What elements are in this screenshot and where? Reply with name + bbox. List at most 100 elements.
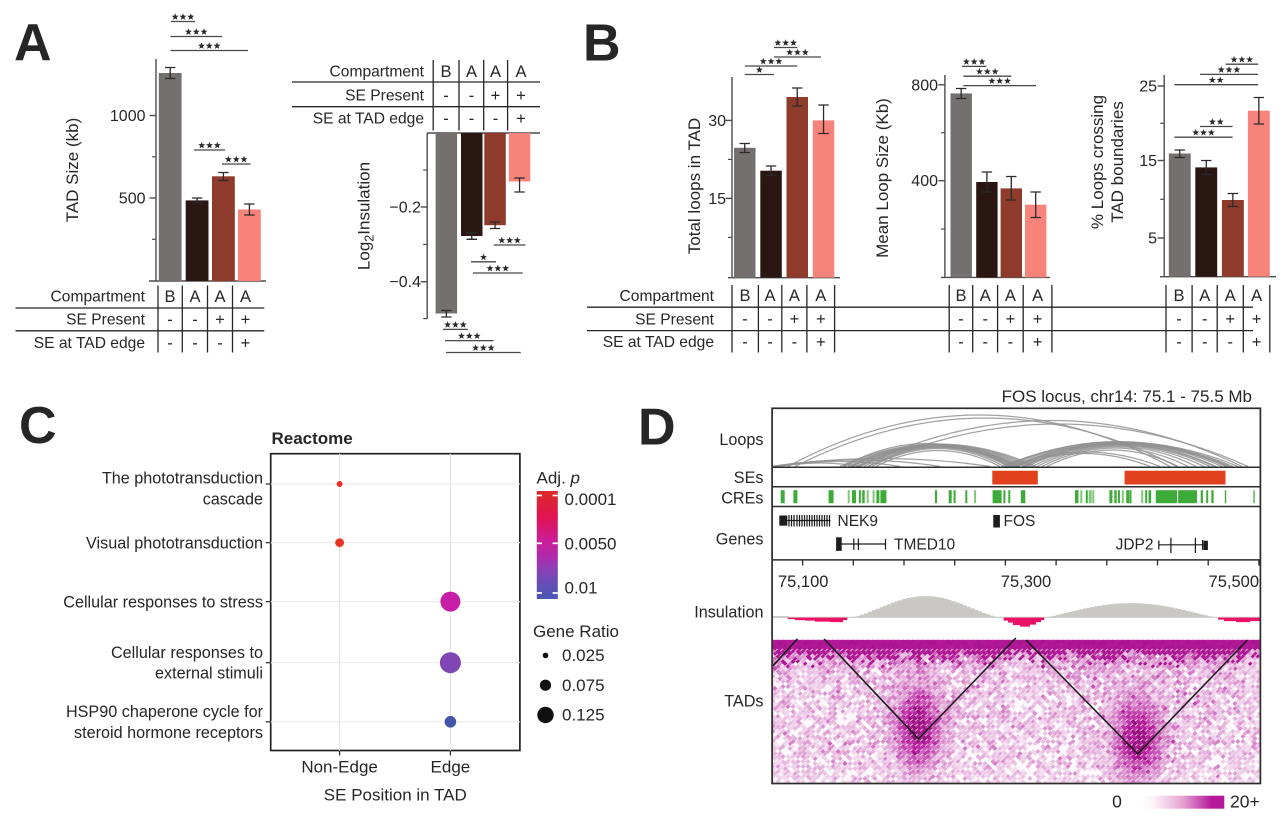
svg-text:0: 0 bbox=[1112, 792, 1122, 812]
svg-text:A: A bbox=[466, 63, 477, 81]
svg-text:-: - bbox=[469, 110, 475, 128]
svg-text:Edge: Edge bbox=[431, 758, 471, 777]
svg-text:+: + bbox=[790, 311, 800, 329]
svg-text:Compartment: Compartment bbox=[330, 64, 425, 81]
svg-text:+: + bbox=[816, 311, 826, 329]
svg-text:-: - bbox=[767, 333, 773, 351]
svg-text:20+: 20+ bbox=[1230, 792, 1260, 812]
svg-text:A: A bbox=[490, 63, 501, 81]
svg-text:75,500: 75,500 bbox=[1209, 573, 1259, 591]
svg-text:−0.4: −0.4 bbox=[389, 274, 421, 291]
svg-text:0.025: 0.025 bbox=[562, 646, 605, 665]
svg-text:0.0050: 0.0050 bbox=[565, 534, 617, 553]
svg-text:SE Position in TAD: SE Position in TAD bbox=[324, 786, 467, 805]
svg-text:400: 400 bbox=[911, 173, 938, 190]
svg-text:A: A bbox=[1005, 287, 1016, 305]
svg-text:JDP2: JDP2 bbox=[1116, 537, 1154, 554]
svg-text:A: A bbox=[1225, 287, 1236, 305]
svg-text:Compartment: Compartment bbox=[51, 289, 146, 306]
svg-text:HSP90 chaperone cycle for: HSP90 chaperone cycle for bbox=[66, 703, 264, 721]
svg-text:-: - bbox=[443, 110, 449, 128]
svg-text:A: A bbox=[789, 287, 800, 305]
svg-text:-: - bbox=[982, 311, 988, 329]
svg-text:NEK9: NEK9 bbox=[838, 513, 879, 530]
svg-text:B: B bbox=[440, 63, 451, 81]
svg-text:Log2Insulation: Log2Insulation bbox=[355, 162, 377, 270]
svg-text:SE Present: SE Present bbox=[345, 88, 425, 105]
svg-text:-: - bbox=[1202, 333, 1208, 351]
svg-text:-: - bbox=[792, 333, 798, 351]
svg-text:Gene Ratio: Gene Ratio bbox=[533, 622, 619, 641]
svg-text:SE Present: SE Present bbox=[635, 311, 715, 328]
svg-text:B: B bbox=[164, 288, 175, 306]
svg-text:SEs: SEs bbox=[734, 469, 764, 487]
svg-text:cascade: cascade bbox=[203, 490, 263, 508]
svg-text:15: 15 bbox=[1139, 153, 1157, 170]
svg-text:-: - bbox=[767, 311, 773, 329]
svg-text:A: A bbox=[1199, 287, 1210, 305]
svg-text:+: + bbox=[1252, 311, 1262, 329]
svg-text:-: - bbox=[217, 334, 223, 352]
svg-text:TAD Size (kb): TAD Size (kb) bbox=[63, 118, 82, 223]
svg-text:75,300: 75,300 bbox=[1001, 573, 1051, 591]
svg-text:CREs: CREs bbox=[721, 489, 763, 507]
svg-text:Visual phototransduction: Visual phototransduction bbox=[86, 534, 263, 552]
svg-text:+: + bbox=[516, 87, 526, 105]
svg-text:5: 5 bbox=[1148, 231, 1157, 248]
svg-text:FOS: FOS bbox=[1004, 513, 1036, 530]
svg-text:A: A bbox=[240, 288, 251, 306]
svg-text:-: - bbox=[192, 311, 198, 329]
svg-text:A: A bbox=[189, 288, 200, 306]
svg-text:TMED10: TMED10 bbox=[894, 537, 956, 554]
svg-text:steroid hormone receptors: steroid hormone receptors bbox=[74, 724, 263, 742]
svg-text:0.01: 0.01 bbox=[565, 578, 598, 597]
svg-text:A: A bbox=[1032, 287, 1043, 305]
svg-text:+: + bbox=[241, 311, 251, 329]
svg-text:-: - bbox=[167, 334, 173, 352]
svg-text:-: - bbox=[982, 333, 988, 351]
svg-text:-: - bbox=[1202, 311, 1208, 329]
svg-text:A: A bbox=[980, 287, 991, 305]
svg-text:Cellular responses to: Cellular responses to bbox=[111, 644, 263, 662]
svg-text:SE at TAD edge: SE at TAD edge bbox=[34, 335, 145, 352]
svg-text:Mean Loop Size (Kb): Mean Loop Size (Kb) bbox=[873, 98, 892, 258]
svg-text:FOS locus, chr14: 75.1 - 75.5: FOS locus, chr14: 75.1 - 75.5 Mb bbox=[1002, 387, 1252, 406]
svg-text:15: 15 bbox=[708, 191, 726, 208]
svg-text:800: 800 bbox=[911, 77, 938, 94]
svg-text:-: - bbox=[1008, 333, 1014, 351]
svg-text:B: B bbox=[583, 14, 621, 72]
svg-text:% Loops crossing: % Loops crossing bbox=[1088, 95, 1107, 229]
svg-text:-: - bbox=[167, 311, 173, 329]
svg-text:500: 500 bbox=[119, 191, 146, 208]
svg-text:0.075: 0.075 bbox=[562, 676, 605, 695]
svg-text:-: - bbox=[1227, 333, 1233, 351]
svg-text:C: C bbox=[19, 397, 57, 455]
svg-text:+: + bbox=[215, 311, 225, 329]
svg-text:Compartment: Compartment bbox=[620, 288, 715, 305]
svg-text:-: - bbox=[958, 311, 964, 329]
svg-text:+: + bbox=[1006, 311, 1016, 329]
svg-text:+: + bbox=[491, 87, 501, 105]
svg-text:-: - bbox=[958, 333, 964, 351]
svg-text:SE at TAD edge: SE at TAD edge bbox=[313, 111, 424, 128]
svg-text:Cellular responses to stress: Cellular responses to stress bbox=[63, 593, 263, 611]
svg-text:B: B bbox=[739, 287, 750, 305]
svg-text:+: + bbox=[1225, 311, 1235, 329]
svg-text:TADs: TADs bbox=[724, 692, 763, 710]
svg-text:-: - bbox=[742, 311, 748, 329]
svg-text:Insulation: Insulation bbox=[694, 604, 763, 622]
svg-text:Loops: Loops bbox=[719, 431, 763, 449]
svg-text:Total loops in TAD: Total loops in TAD bbox=[685, 118, 704, 254]
svg-text:Reactome: Reactome bbox=[272, 429, 353, 448]
svg-text:-: - bbox=[192, 334, 198, 352]
svg-text:D: D bbox=[638, 399, 676, 457]
svg-text:Non-Edge: Non-Edge bbox=[301, 758, 378, 777]
svg-text:-: - bbox=[493, 110, 499, 128]
svg-text:+: + bbox=[1033, 311, 1043, 329]
svg-text:Genes: Genes bbox=[716, 531, 764, 549]
svg-text:+: + bbox=[1033, 333, 1043, 351]
svg-text:Adj. p: Adj. p bbox=[537, 469, 581, 488]
svg-text:+: + bbox=[816, 333, 826, 351]
svg-text:-: - bbox=[742, 333, 748, 351]
svg-text:+: + bbox=[516, 110, 526, 128]
